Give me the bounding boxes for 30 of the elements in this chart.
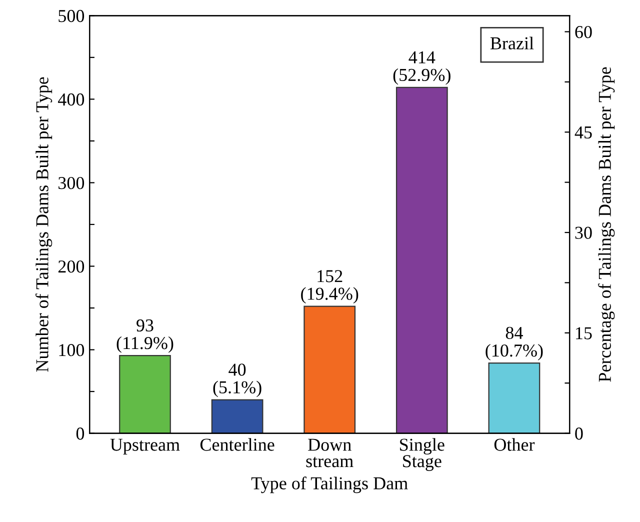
annotation: Brazil (490, 36, 534, 50)
bar (211, 399, 264, 434)
data-label: 414 (52.9%) (393, 51, 450, 85)
x-tick-label: Down stream (306, 438, 354, 468)
bar (396, 86, 448, 434)
y2-tick-label: 15 (576, 327, 592, 340)
y-tick-label: 400 (58, 93, 84, 106)
y2-tick-label: 60 (575, 26, 592, 38)
data-label: 84 (10.7%) (486, 326, 543, 360)
y-tick-label: 0 (76, 428, 84, 440)
bar (119, 355, 171, 434)
y2-tick-label: 45 (574, 126, 592, 139)
x-axis-title: Type of Tailings Dam (251, 476, 408, 494)
y-axis-title: Number of Tailings Dams Built per Type (35, 77, 52, 372)
y-tick-label: 300 (58, 176, 84, 190)
data-label: 152 (19.4%) (301, 270, 358, 304)
bar (488, 362, 540, 434)
x-tick-label: Centerline (200, 438, 274, 451)
bar (304, 306, 356, 434)
y2-axis-title: Percentage of Tailings Dams Built per Type (598, 67, 615, 382)
x-tick-label: Upstream (110, 438, 180, 454)
x-tick-label: Single Stage (400, 438, 444, 471)
data-label: 93 (11.9%) (116, 319, 174, 353)
x-tick-label: Other (494, 438, 535, 451)
y-tick-label: 500 (58, 10, 84, 22)
y-tick-label: 200 (58, 260, 84, 273)
y2-tick-label: 30 (575, 226, 592, 239)
data-label: 40 (5.1%) (213, 364, 262, 398)
y-tick-label: 100 (59, 344, 84, 356)
y2-tick-label: 0 (575, 428, 583, 440)
